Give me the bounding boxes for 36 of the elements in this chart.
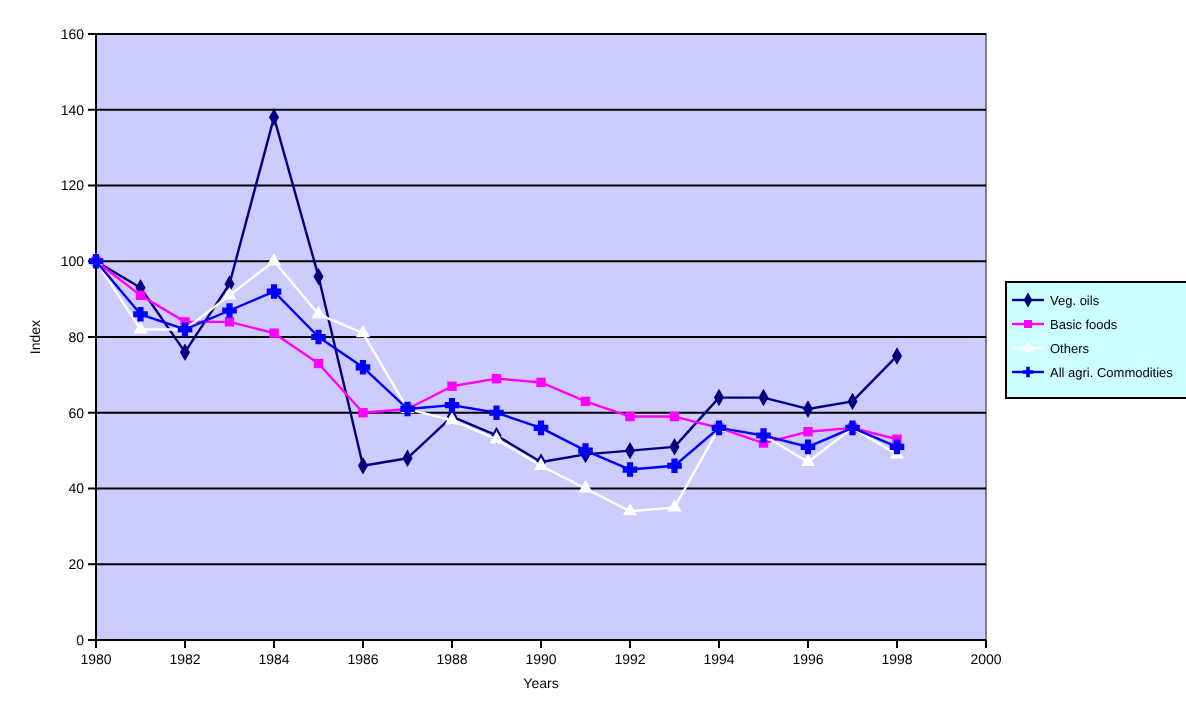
point: [489, 405, 504, 421]
point: [266, 284, 282, 299]
point: [269, 328, 279, 338]
point: [266, 253, 282, 266]
point: [133, 321, 148, 334]
point: [355, 360, 371, 375]
point: [889, 439, 905, 455]
point: [580, 396, 591, 407]
point: [358, 408, 368, 418]
point: [667, 458, 682, 474]
point: [800, 439, 816, 455]
point: [491, 373, 502, 384]
point: [444, 397, 460, 413]
point: [444, 412, 460, 425]
point: [803, 427, 813, 437]
point: [447, 381, 457, 391]
point: [222, 287, 237, 300]
point: [135, 290, 146, 301]
point: [622, 503, 638, 516]
point: [533, 420, 549, 436]
point: [667, 499, 682, 512]
point: [222, 303, 237, 318]
point: [313, 358, 324, 369]
point: [311, 306, 326, 319]
point: [625, 411, 635, 422]
point: [133, 306, 148, 322]
point: [311, 329, 326, 345]
point: [489, 431, 504, 444]
point: [800, 453, 816, 467]
point: [536, 377, 546, 388]
point: [669, 411, 680, 422]
point: [578, 443, 593, 458]
point: [355, 324, 371, 338]
point: [224, 317, 235, 327]
point: [578, 480, 593, 493]
point: [622, 462, 638, 477]
